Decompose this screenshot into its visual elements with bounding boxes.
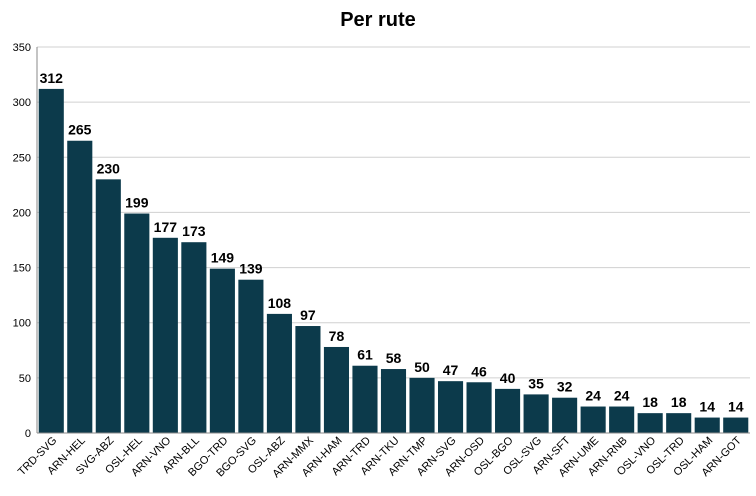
bar [67, 140, 93, 433]
bar [523, 394, 549, 433]
value-label: 149 [211, 250, 235, 266]
y-tick-label: 300 [13, 97, 31, 109]
value-label: 18 [671, 394, 687, 410]
bar [209, 268, 235, 433]
value-label: 18 [642, 394, 658, 410]
bar [437, 381, 464, 433]
value-label: 199 [125, 195, 149, 211]
value-label: 14 [728, 399, 744, 415]
value-label: 61 [357, 347, 373, 363]
bar [323, 346, 350, 433]
value-label: 173 [182, 223, 206, 239]
bar [95, 179, 121, 433]
bar [666, 413, 692, 433]
bar [609, 406, 635, 433]
bar [694, 417, 720, 433]
y-tick-label: 150 [13, 263, 31, 275]
bar [723, 417, 749, 433]
value-label: 24 [614, 388, 630, 404]
bar [466, 382, 492, 433]
chart-title: Per rute [340, 9, 416, 31]
value-label: 50 [414, 359, 430, 375]
value-label: 47 [443, 362, 459, 378]
y-tick-label: 100 [13, 318, 31, 330]
y-tick-label: 350 [13, 42, 31, 54]
y-tick-label: 200 [13, 207, 31, 219]
value-label: 32 [557, 379, 573, 395]
bar [580, 406, 606, 433]
value-label: 265 [68, 122, 92, 138]
bar [380, 369, 407, 433]
bar [637, 413, 663, 433]
value-label: 230 [97, 160, 121, 176]
bar [495, 388, 521, 433]
bar [266, 313, 292, 433]
y-tick-label: 0 [25, 428, 31, 440]
bar [38, 88, 64, 433]
y-tick-label: 250 [13, 152, 31, 164]
value-label: 312 [40, 70, 64, 86]
value-label: 139 [239, 261, 263, 277]
value-label: 78 [329, 328, 345, 344]
bar [181, 242, 207, 433]
value-label: 108 [268, 295, 292, 311]
value-label: 24 [585, 388, 601, 404]
bar [295, 326, 321, 433]
value-label: 177 [154, 219, 178, 235]
bar [409, 377, 435, 433]
value-label: 97 [300, 307, 316, 323]
bar [152, 237, 178, 433]
value-label: 46 [471, 363, 487, 379]
value-label: 40 [500, 370, 516, 386]
bar [352, 365, 378, 433]
value-label: 35 [528, 375, 544, 391]
y-tick-label: 50 [19, 373, 31, 385]
bar [552, 397, 578, 433]
bar [124, 213, 150, 433]
value-label: 14 [699, 399, 715, 415]
bar [238, 279, 264, 433]
value-label: 58 [386, 350, 402, 366]
